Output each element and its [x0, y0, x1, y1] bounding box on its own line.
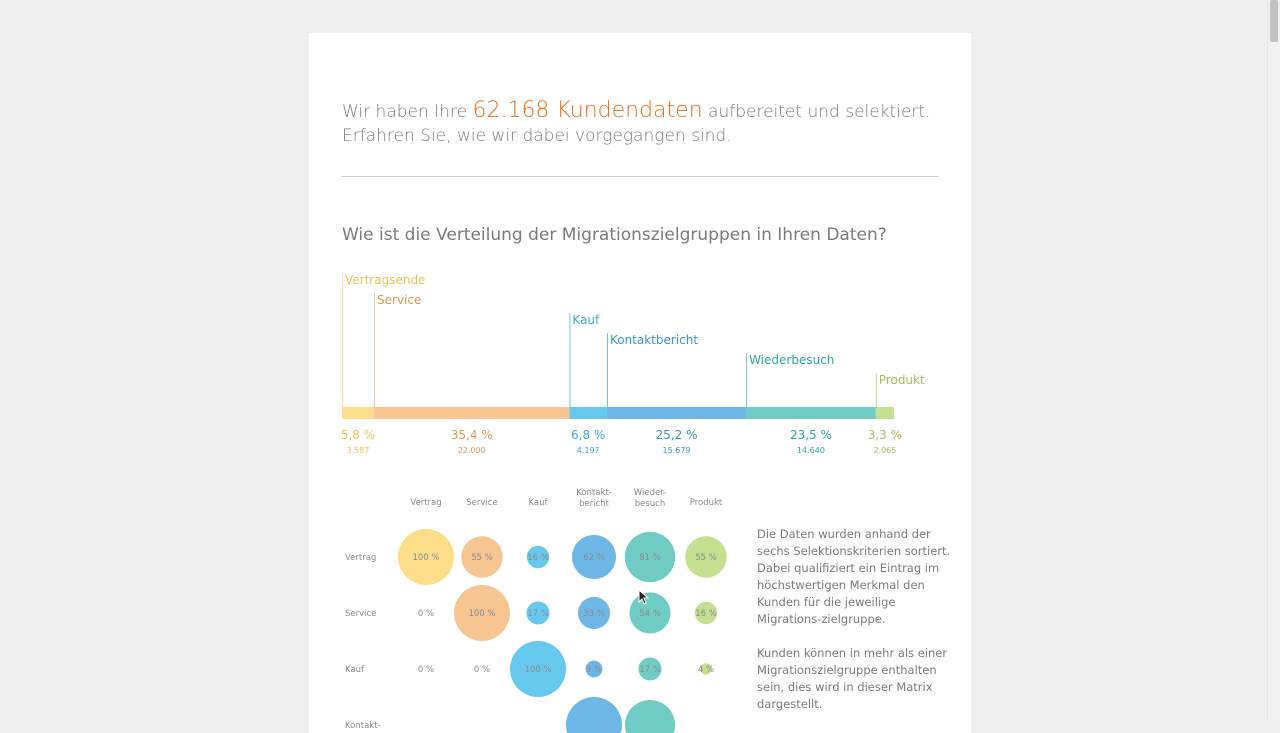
matrix-row-label: Service — [345, 609, 376, 619]
matrix-bubble — [454, 585, 510, 641]
matrix-bubble — [629, 592, 671, 634]
matrix-bubble — [585, 660, 603, 678]
bar-percent-label: 25,2 % — [656, 428, 698, 442]
bar-count-label: 14.640 — [797, 446, 825, 455]
matrix-column-header: Service — [466, 498, 497, 508]
matrix-note: Die Daten wurden anhand der sechs Selekt… — [757, 526, 957, 730]
matrix-value-label: 17 % — [639, 665, 661, 675]
matrix-value-label: 4 % — [698, 665, 714, 675]
bar-segment-label: Vertragsende — [345, 273, 425, 287]
bar-percent-label: 5,8 % — [341, 428, 375, 442]
bar-count-label: 22.000 — [458, 446, 486, 455]
bar-count-label: 3.587 — [347, 446, 370, 455]
matrix-value-label: 100 % — [468, 609, 495, 619]
matrix-bubble — [398, 529, 454, 585]
bar-segment-kauf — [569, 407, 607, 419]
charts-svg: Vertragsende 5,8 % 3.587 Service 35,4 % 22.00… — [341, 273, 925, 733]
divider — [342, 176, 938, 177]
matrix-value-label: 0 % — [474, 665, 490, 675]
bar-segment-wiederbesuch — [746, 407, 876, 419]
bar-percent-label: 6,8 % — [571, 428, 605, 442]
matrix-value-label: 33 % — [583, 609, 605, 619]
matrix-value-label: 100 % — [524, 665, 551, 675]
matrix-column-header: bericht — [579, 499, 610, 509]
content-card: Wir haben Ihre 62.168 Kundendaten aufber… — [309, 33, 971, 733]
intro-text: Wir haben Ihre 62.168 Kundendaten aufber… — [342, 99, 942, 148]
matrix-bubble — [624, 531, 676, 583]
matrix-bubble — [461, 536, 503, 578]
matrix-value-label: 54 % — [639, 609, 661, 619]
matrix-column-header: Vertrag — [410, 498, 441, 508]
bar-segment-label: Kontaktbericht — [610, 333, 698, 347]
matrix-bubble — [526, 545, 550, 569]
matrix-value-label: 0 % — [418, 609, 434, 619]
matrix-value-label: 16 % — [527, 553, 549, 563]
bar-segment-kontaktbericht — [606, 407, 747, 419]
matrix-column-header: Kauf — [528, 498, 548, 508]
matrix-row-label: Kontakt- — [345, 721, 381, 731]
matrix-bubble — [566, 697, 622, 733]
section-question: Wie ist die Verteilung der Migrationszie… — [342, 225, 887, 245]
bar-segment-produkt — [875, 407, 894, 419]
matrix-column-header: Wieder- — [634, 488, 666, 498]
customer-count-highlight: 62.168 Kundendaten — [472, 98, 703, 123]
matrix-note-p1: Die Daten wurden anhand der sechs Selekt… — [757, 527, 951, 626]
matrix-value-label: 0 % — [418, 665, 434, 675]
matrix-bubble — [571, 534, 617, 580]
matrix-bubble — [526, 601, 550, 625]
bar-segment-label: Wiederbesuch — [749, 353, 834, 367]
bar-segment-service — [374, 407, 570, 419]
matrix-bubble — [638, 657, 662, 681]
bar-count-label: 2.065 — [873, 446, 896, 455]
matrix-bubble — [685, 536, 727, 578]
bar-count-label: 4.197 — [577, 446, 600, 455]
matrix-value-label: 17 % — [527, 609, 549, 619]
matrix-value-label: 9 % — [586, 665, 602, 675]
scrollbar-thumb[interactable] — [1270, 0, 1278, 42]
bar-segment-label: Service — [377, 293, 421, 307]
matrix-value-label: 55 % — [471, 553, 493, 563]
bar-percent-label: 35,4 % — [451, 428, 493, 442]
matrix-row-label: Vertrag — [345, 553, 376, 563]
matrix-bubble — [700, 663, 712, 675]
matrix-column-header: Kontakt- — [576, 488, 612, 498]
matrix-value-label: 100 % — [412, 553, 439, 563]
matrix-row-label: Kauf — [345, 665, 365, 675]
matrix-value-label: 81 % — [639, 553, 661, 563]
intro-line1-after: aufbereitet und selektiert. — [702, 102, 931, 122]
matrix-bubble — [577, 596, 611, 630]
page-scrollbar[interactable] — [1267, 0, 1280, 720]
matrix-bubble — [624, 699, 676, 733]
bar-count-label: 15.679 — [663, 446, 691, 455]
matrix-value-label: 55 % — [695, 553, 717, 563]
matrix-value-label: 62 % — [583, 553, 605, 563]
matrix-value-label: 16 % — [695, 609, 717, 619]
matrix-column-header: Produkt — [690, 498, 723, 508]
matrix-bubble — [510, 641, 566, 697]
bar-percent-label: 3,3 % — [868, 428, 902, 442]
bar-segment-label: Produkt — [879, 373, 925, 387]
matrix-bubble — [694, 601, 718, 625]
intro-line2: Erfahren Sie, wie wir dabei vorgegangen … — [342, 126, 732, 146]
bar-segment-vertragsende — [342, 407, 375, 419]
bar-percent-label: 23,5 % — [790, 428, 832, 442]
intro-line1-before: Wir haben Ihre — [342, 102, 473, 122]
matrix-note-p2: Kunden können in mehr als einer Migratio… — [757, 646, 948, 711]
matrix-column-header: besuch — [635, 499, 666, 509]
mouse-cursor-icon — [638, 589, 650, 605]
bar-segment-label: Kauf — [572, 313, 600, 327]
